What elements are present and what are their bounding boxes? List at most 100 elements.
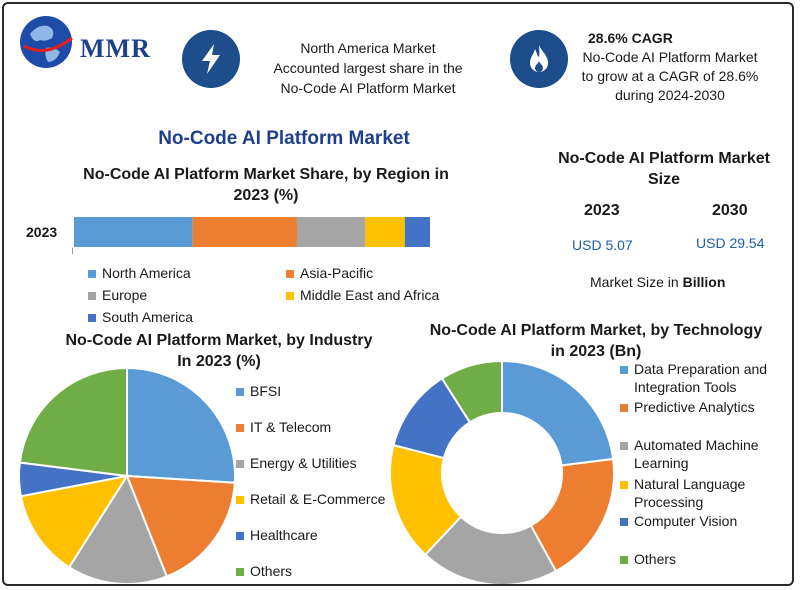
bar-segment-south-america (404, 217, 430, 247)
bar-segment-middle-east-and-africa (365, 217, 405, 247)
industry-pie-slice-2 (67, 473, 169, 584)
legend-predictive-analytics: Predictive Analytics (620, 398, 755, 416)
flame-icon (510, 30, 568, 88)
industry-title-line1: No-Code AI Platform Market, by Industry (65, 332, 373, 349)
legend-swatch (236, 496, 244, 505)
legend-label: Others (250, 563, 293, 579)
legend-label: Energy & Utilities (250, 455, 357, 471)
fact2-line3: during 2024-2030 (615, 87, 725, 103)
value-2023: USD 5.07 (572, 237, 633, 253)
industry-pie-slice-3 (19, 474, 130, 569)
size-unit-bold: Billion (682, 274, 726, 290)
legend-label-cont: Learning (634, 455, 689, 471)
region-bar-chart (74, 217, 430, 247)
cagr-title: 28.6% CAGR (588, 30, 673, 46)
legend-label: North America (102, 265, 191, 281)
legend-label: Predictive Analytics (634, 399, 755, 415)
fact1-line2: Accounted largest share in the (273, 60, 463, 76)
legend-south-america: South America (88, 308, 193, 326)
region-chart-title: No-Code AI Platform Market Share, by Reg… (56, 164, 476, 206)
tech-donut-slice-0 (501, 359, 615, 467)
size-panel-title: No-Code AI Platform Market Size (534, 148, 792, 190)
main-title: No-Code AI Platform Market (158, 128, 410, 149)
fact1-line1: North America Market (300, 40, 436, 56)
legend-label-cont: Processing (634, 494, 704, 510)
legend-retail-ecommerce: Retail & E-Commerce (236, 490, 385, 508)
legend-healthcare: Healthcare (236, 526, 318, 544)
legend-others-tech: Others (620, 550, 676, 568)
legend-swatch (620, 556, 628, 565)
legend-label-cont: Integration Tools (634, 379, 737, 395)
size-title-line1: No-Code AI Platform Market (558, 150, 770, 167)
legend-label: Healthcare (250, 527, 318, 543)
industry-chart-title: No-Code AI Platform Market, by Industry … (44, 330, 394, 372)
fact-north-america: North America Market Accounted largest s… (258, 38, 478, 98)
legend-europe: Europe (88, 286, 147, 304)
legend-label: Natural Language (634, 476, 746, 492)
region-title-line1: No-Code AI Platform Market Share, by Reg… (83, 166, 449, 183)
lightning-icon (182, 30, 240, 88)
legend-label: Asia-Pacific (300, 265, 374, 281)
tech-donut-slice-5 (440, 359, 503, 424)
tech-title-line1: No-Code AI Platform Market, by Technolog… (429, 322, 763, 339)
industry-title-line2: In 2023 (%) (177, 353, 261, 370)
size-unit: Market Size in Billion (590, 274, 725, 290)
industry-pie-slice-1 (125, 474, 236, 578)
legend-nlp: Natural Language Processing (620, 475, 745, 511)
legend-label: South America (102, 309, 194, 325)
industry-pie-slice-0 (126, 366, 236, 484)
year-2030: 2030 (712, 202, 748, 219)
legend-middle-east-africa: Middle East and Africa (286, 286, 439, 304)
legend-swatch (236, 532, 244, 541)
legend-swatch (620, 404, 628, 413)
technology-donut-chart (389, 359, 615, 584)
legend-label: IT & Telecom (250, 419, 332, 435)
fact2-line1: No-Code AI Platform Market (582, 49, 758, 65)
size-title-line2: Size (647, 171, 680, 188)
bar-segment-asia-pacific (192, 217, 297, 247)
legend-north-america: North America (88, 264, 191, 282)
legend-bfsi: BFSI (236, 382, 281, 400)
legend-label: Automated Machine (634, 437, 759, 453)
logo-text: MMR (80, 34, 151, 63)
legend-swatch (236, 388, 244, 397)
value-2030: USD 29.54 (696, 235, 765, 251)
axis-tick (72, 248, 73, 254)
legend-swatch (88, 314, 96, 323)
globe-logo-icon (20, 16, 73, 68)
legend-swatch (286, 292, 294, 301)
legend-data-preparation: Data Preparation and Integration Tools (620, 360, 767, 396)
technology-chart-title: No-Code AI Platform Market, by Technolog… (416, 320, 776, 362)
legend-swatch (620, 366, 628, 375)
legend-label: Retail & E-Commerce (250, 491, 386, 507)
fact-cagr: No-Code AI Platform Market to grow at a … (570, 48, 770, 105)
legend-label: Europe (102, 287, 148, 303)
fact1-line3: No-Code AI Platform Market (280, 80, 456, 96)
bar-segment-north-america (74, 217, 193, 247)
legend-swatch (620, 481, 628, 490)
legend-label: Data Preparation and (634, 361, 768, 377)
legend-asia-pacific: Asia-Pacific (286, 264, 373, 282)
legend-it-telecom: IT & Telecom (236, 418, 331, 436)
bar-segment-europe (296, 217, 366, 247)
legend-automl: Automated Machine Learning (620, 436, 759, 472)
legend-label: Computer Vision (634, 513, 738, 529)
fact2-line2: to grow at a CAGR of 28.6% (581, 68, 759, 84)
legend-swatch (88, 270, 96, 279)
bar-category-label: 2023 (26, 224, 58, 240)
legend-label: Middle East and Africa (300, 287, 440, 303)
legend-swatch (236, 568, 244, 577)
size-unit-prefix: Market Size in (590, 274, 683, 290)
legend-computer-vision: Computer Vision (620, 512, 737, 530)
legend-swatch (620, 442, 628, 451)
legend-label: BFSI (250, 383, 282, 399)
region-title-line2: 2023 (%) (233, 187, 299, 204)
legend-energy-utilities: Energy & Utilities (236, 454, 357, 472)
tech-title-line2: in 2023 (Bn) (550, 343, 642, 360)
legend-swatch (620, 518, 628, 527)
legend-others-industry: Others (236, 562, 292, 580)
legend-label: Others (634, 551, 677, 567)
industry-pie-chart (18, 366, 236, 584)
legend-swatch (88, 292, 96, 301)
legend-swatch (236, 460, 244, 469)
